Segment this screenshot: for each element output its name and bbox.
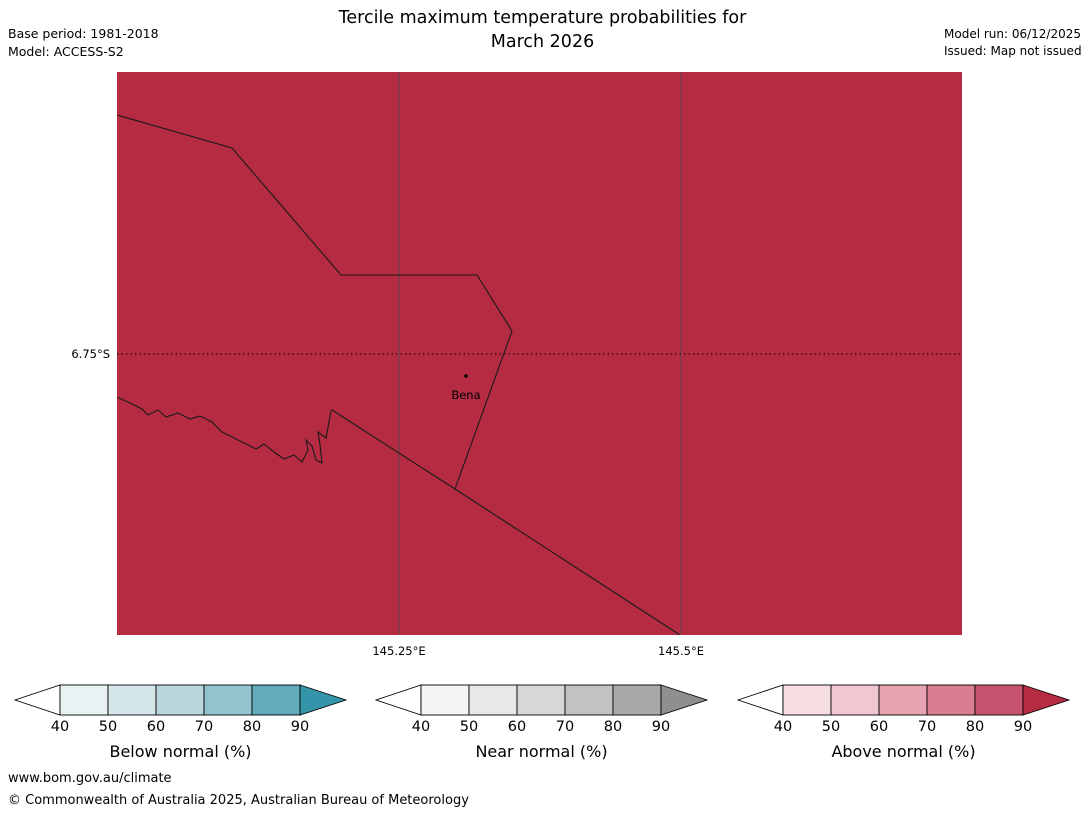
legend-seg-70-80 [564, 684, 614, 716]
lon-axis-label-145-5: 145.5°E [658, 644, 704, 658]
legend-tick-labels: 40 50 60 70 80 90 [375, 719, 708, 738]
legend-seg-60-70 [516, 684, 566, 716]
tick-label: 40 [773, 719, 793, 735]
legend-seg-60-70 [878, 684, 928, 716]
legend-title: Below normal (%) [109, 742, 252, 761]
legend-seg-70-80 [926, 684, 976, 716]
town-marker-bena [464, 374, 468, 378]
legend-seg-50-60 [468, 684, 518, 716]
tick-label: 80 [965, 719, 985, 735]
tick-label: 60 [869, 719, 889, 735]
legend-seg-70-80 [203, 684, 253, 716]
legend-arrow-left [375, 684, 422, 716]
model-text: Model: ACCESS-S2 [8, 44, 124, 59]
legend-arrow-right [299, 684, 347, 716]
tick-label: 80 [603, 719, 623, 735]
legend-tick-labels: 40 50 60 70 80 90 [14, 719, 347, 738]
legend-arrow-right [660, 684, 708, 716]
lon-axis-label-145-25: 145.25°E [372, 644, 426, 658]
tick-label: 50 [821, 719, 841, 735]
legend-near-normal: 40 50 60 70 80 90 Near normal (%) [375, 684, 708, 774]
map-region-above-normal [117, 72, 962, 635]
river-border-west [116, 396, 333, 464]
legend-tick-labels: 40 50 60 70 80 90 [737, 719, 1070, 738]
copyright-text: © Commonwealth of Australia 2025, Austra… [8, 793, 469, 808]
bom-url-text: www.bom.gov.au/climate [8, 771, 172, 786]
map: Bena [116, 72, 962, 636]
tick-label: 70 [555, 719, 575, 735]
legend-arrow-left [737, 684, 784, 716]
page-title: Tercile maximum temperature probabilitie… [0, 6, 1085, 54]
tick-label: 40 [50, 719, 70, 735]
model-info-block: Base period: 1981-2018 Model: ACCESS-S2 [8, 25, 159, 61]
legend-seg-80-90 [251, 684, 301, 716]
legend-seg-80-90 [974, 684, 1024, 716]
legend-seg-50-60 [830, 684, 880, 716]
town-label: Bena [451, 388, 480, 402]
legend-title: Near normal (%) [475, 742, 608, 761]
tick-label: 90 [1013, 719, 1033, 735]
lat-axis-label: 6.75°S [71, 347, 110, 361]
legend-colorbar [737, 684, 1070, 716]
legend-above-normal: 40 50 60 70 80 90 Above normal (%) [737, 684, 1070, 774]
legend-seg-80-90 [612, 684, 662, 716]
legend-arrow-right [1022, 684, 1070, 716]
tick-label: 50 [459, 719, 479, 735]
legend-seg-60-70 [155, 684, 205, 716]
run-info-block: Model run: 06/12/2025 Issued: Map not is… [944, 26, 1082, 60]
title-line-1: Tercile maximum temperature probabilitie… [338, 8, 747, 28]
legend-seg-40-50 [420, 684, 470, 716]
title-line-2: March 2026 [490, 32, 595, 52]
legend-below-normal: 40 50 60 70 80 90 Below normal (%) [14, 684, 347, 774]
tick-label: 70 [194, 719, 214, 735]
tick-label: 80 [242, 719, 262, 735]
tick-label: 50 [98, 719, 118, 735]
tick-label: 70 [917, 719, 937, 735]
legend-seg-40-50 [59, 684, 109, 716]
legend-colorbar [14, 684, 347, 716]
model-run-text: Model run: 06/12/2025 [944, 27, 1082, 41]
district-border-north [116, 114, 513, 490]
district-border-southeast [331, 409, 681, 636]
legend-seg-50-60 [107, 684, 157, 716]
tick-label: 90 [651, 719, 671, 735]
tick-label: 60 [146, 719, 166, 735]
map-canvas: Bena [116, 72, 962, 636]
base-period-text: Base period: 1981-2018 [8, 26, 159, 41]
issued-text: Issued: Map not issued [944, 44, 1082, 58]
tick-label: 90 [290, 719, 310, 735]
tick-label: 60 [507, 719, 527, 735]
legend-seg-40-50 [782, 684, 832, 716]
legend-arrow-left [14, 684, 61, 716]
tick-label: 40 [411, 719, 431, 735]
legend-colorbar [375, 684, 708, 716]
legend-title: Above normal (%) [831, 742, 976, 761]
